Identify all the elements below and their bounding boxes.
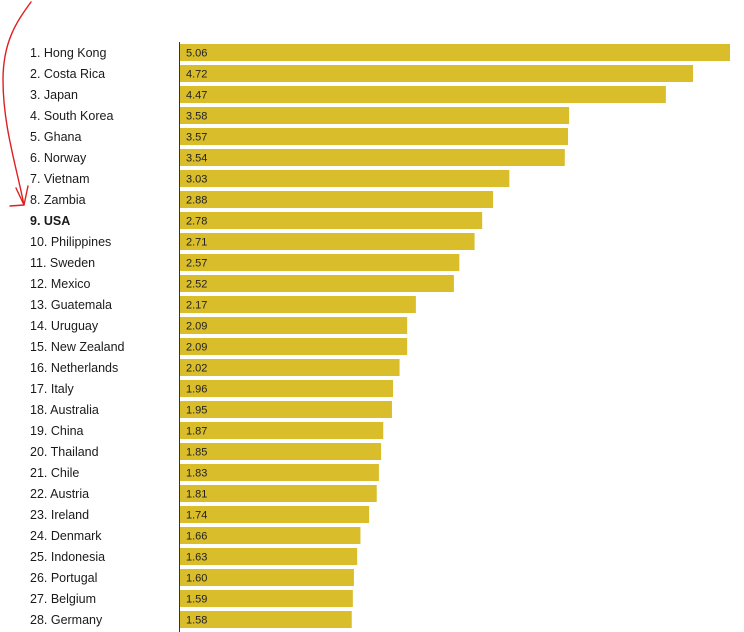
category-label: 17. Italy: [30, 382, 75, 396]
value-label: 4.47: [186, 90, 207, 102]
value-label: 4.72: [186, 69, 207, 81]
category-label: 23. Ireland: [30, 508, 89, 522]
value-label: 3.03: [186, 174, 207, 186]
arrow-head: [9, 185, 29, 207]
value-label: 1.60: [186, 573, 207, 585]
category-label: 28. Germany: [30, 613, 103, 627]
bar: [180, 275, 454, 292]
category-label: 19. China: [30, 424, 84, 438]
bar: [180, 107, 570, 124]
value-label: 2.09: [186, 321, 207, 333]
value-label: 1.66: [186, 531, 207, 543]
value-label: 2.78: [186, 216, 207, 228]
bar: [180, 65, 694, 82]
value-label: 2.17: [186, 300, 207, 312]
bar: [180, 611, 352, 628]
bar: [180, 44, 730, 61]
bar: [180, 170, 510, 187]
value-labels-group: 5.06 4.72 4.47 3.58 3.57 3.54 3.03 2.88 2.78 2.71…: [186, 48, 207, 627]
bar: [180, 569, 354, 586]
bar: [180, 338, 408, 355]
bar: [180, 212, 483, 229]
category-label: 7. Vietnam: [30, 172, 90, 186]
bar: [180, 191, 494, 208]
value-label: 1.95: [186, 405, 207, 417]
value-label: 1.87: [186, 426, 207, 438]
category-label: 16. Netherlands: [30, 361, 118, 375]
bar: [180, 254, 460, 271]
value-label: 1.59: [186, 594, 207, 606]
value-label: 1.81: [186, 489, 207, 501]
category-label: 12. Mexico: [30, 277, 90, 291]
value-label: 1.74: [186, 510, 207, 522]
value-label: 1.63: [186, 552, 207, 564]
category-label: 26. Portugal: [30, 571, 97, 585]
category-label: 10. Philippines: [30, 235, 111, 249]
category-label: 4. South Korea: [30, 109, 113, 123]
category-label: 8. Zambia: [30, 193, 86, 207]
category-label: 25. Indonesia: [30, 550, 105, 564]
value-label: 2.57: [186, 258, 207, 270]
bar: [180, 422, 384, 439]
hand-drawn-arrow-annotation: [2, 1, 32, 206]
bar: [180, 296, 416, 313]
value-label: 3.58: [186, 111, 207, 123]
value-label: 2.71: [186, 237, 207, 249]
value-label: 1.58: [186, 615, 207, 627]
bar: [180, 590, 353, 607]
category-label: 13. Guatemala: [30, 298, 112, 312]
bar: [180, 527, 361, 544]
category-label: 9. USA: [30, 214, 70, 228]
category-label: 2. Costa Rica: [30, 67, 105, 81]
value-label: 1.96: [186, 384, 207, 396]
value-label: 1.85: [186, 447, 207, 459]
bar: [180, 401, 392, 418]
bar: [180, 359, 400, 376]
bar: [180, 233, 475, 250]
value-label: 3.57: [186, 132, 207, 144]
value-label: 2.52: [186, 279, 207, 291]
bar: [180, 149, 565, 166]
category-labels-group: 1. Hong Kong 2. Costa Rica 3. Japan 4. Sout…: [30, 46, 125, 627]
category-label: 14. Uruguay: [30, 319, 99, 333]
category-label: 24. Denmark: [30, 529, 102, 543]
category-label: 6. Norway: [30, 151, 87, 165]
bar: [180, 380, 394, 397]
category-label: 5. Ghana: [30, 130, 81, 144]
bar: [180, 317, 408, 334]
value-label: 2.02: [186, 363, 207, 375]
category-label: 27. Belgium: [30, 592, 96, 606]
category-label: 15. New Zealand: [30, 340, 125, 354]
bar: [180, 464, 379, 481]
bar: [180, 443, 382, 460]
category-label: 11. Sweden: [30, 256, 95, 270]
category-label: 20. Thailand: [30, 445, 99, 459]
value-label: 2.88: [186, 195, 207, 207]
category-label: 21. Chile: [30, 466, 79, 480]
bar: [180, 485, 377, 502]
value-label: 1.83: [186, 468, 207, 480]
bar: [180, 548, 358, 565]
category-label: 1. Hong Kong: [30, 46, 106, 60]
value-label: 3.54: [186, 153, 207, 165]
bar: [180, 86, 666, 103]
value-label: 2.09: [186, 342, 207, 354]
value-label: 5.06: [186, 48, 207, 60]
bar: [180, 506, 370, 523]
bar: [180, 128, 569, 145]
category-label: 3. Japan: [30, 88, 78, 102]
bars-group: [180, 44, 730, 628]
category-label: 18. Australia: [30, 403, 99, 417]
category-label: 22. Austria: [30, 487, 89, 501]
